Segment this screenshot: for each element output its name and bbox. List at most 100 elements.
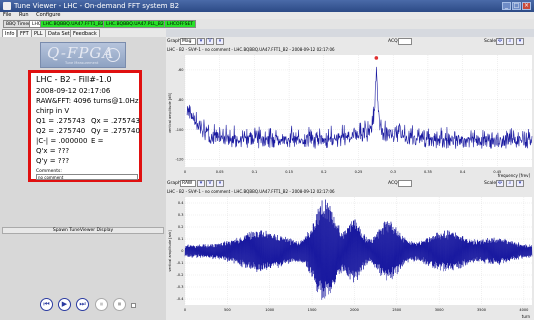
- qx-value: Qx = .275743: [91, 117, 140, 125]
- graph-top-zoom-fit-icon[interactable]: ✣: [496, 38, 504, 45]
- tune-peak-marker: [374, 56, 379, 60]
- skip-back-icon[interactable]: ⏮: [40, 298, 53, 311]
- tab-info[interactable]: Info: [2, 29, 18, 37]
- graph-top-scale-dropdown-icon[interactable]: ▾: [516, 38, 524, 45]
- graph-bottom-label: Graph:: [167, 181, 183, 186]
- fft-x-tick-label: 0.25: [355, 170, 363, 174]
- graph-bottom-dropdown-icon[interactable]: ▾: [197, 180, 205, 187]
- graph-top-pause-icon[interactable]: ⏸: [216, 38, 224, 45]
- graph-top-v-button[interactable]: V: [206, 38, 214, 45]
- fft-x-axis-label: frequency [frev]: [498, 173, 531, 178]
- pll-device-indicator: LHC.BQBBQ.UA47.PLL_B2: [103, 20, 167, 28]
- timestamp: 2008-09-12 02:17:06: [36, 87, 111, 95]
- menu-bar: File Run Configure: [0, 12, 534, 19]
- graph-bottom-acq-label: ACQ#: [388, 181, 402, 186]
- fft-x-tick-label: 0.05: [216, 170, 224, 174]
- play-icon[interactable]: ▶: [58, 298, 71, 311]
- graph-area: Graph: Mag ▾ V ⏸ ACQ# Scale ✣ ⌕ ▾ LHC - …: [166, 37, 534, 320]
- raw-x-tick-label: 3500: [477, 308, 486, 312]
- raw-x-axis-label: turn: [522, 314, 531, 319]
- raw-y-tick-label: 0: [181, 249, 183, 253]
- graph-top-zoom-icon[interactable]: ⌕: [506, 38, 514, 45]
- fft-x-tick-label: 0.15: [285, 170, 293, 174]
- fft-x-tick-label: 0.35: [424, 170, 432, 174]
- graph-top-type-select[interactable]: Mag: [180, 38, 196, 45]
- fft-x-tick-label: 0.4: [460, 170, 466, 174]
- fft-y-tick-label: -80: [178, 98, 184, 102]
- raw-x-tick-label: 1500: [308, 308, 317, 312]
- fft-y-axis-label: vertical amplitude [dB]: [168, 92, 172, 133]
- raw-y-tick-label: 0.4: [178, 201, 184, 205]
- graph-top-scale-label: Scale: [484, 39, 497, 44]
- raw-y-axis-label: vertical amplitude [arb]: [168, 230, 172, 272]
- tab-pll[interactable]: PLL: [31, 29, 46, 37]
- acquisition-info: RAW&FFT: 4096 turns@1.0Hz: [36, 97, 139, 105]
- raw-y-tick-label: 0.1: [178, 237, 184, 241]
- q1-value: Q1 = .275743: [36, 117, 86, 125]
- tab-bar: Info FFT PLL Data Sets Feedback: [0, 29, 166, 37]
- fft-series-line: [186, 66, 533, 149]
- graph-bottom-zoom-fit-icon[interactable]: ✣: [496, 180, 504, 187]
- graph-top-acq-spinner[interactable]: [398, 38, 412, 45]
- fft-y-tick-label: -120: [176, 158, 184, 162]
- fft-x-tick-label: 0.3: [390, 170, 396, 174]
- raw-y-tick-label: -0.2: [177, 273, 184, 277]
- graph-bottom-zoom-icon[interactable]: ⌕: [506, 180, 514, 187]
- app-icon: [3, 2, 11, 10]
- excitation-info: chirp in V: [36, 107, 70, 115]
- fft-device-indicator: LHC.BQBBQ.UA47.FFT1_B2: [40, 20, 107, 28]
- raw-x-tick-label: 2500: [392, 308, 401, 312]
- fft-x-tick-label: 0.45: [493, 170, 501, 174]
- skip-forward-icon[interactable]: ⏭: [76, 298, 89, 311]
- pause-icon[interactable]: ⏸: [95, 298, 108, 311]
- window-titlebar: Tune Viewer - LHC - On-demand FFT system…: [0, 0, 534, 12]
- minimize-button[interactable]: _: [502, 2, 511, 10]
- maximize-button[interactable]: □: [512, 2, 521, 10]
- graph-top-acq-label: ACQ#: [388, 39, 402, 44]
- tab-fft[interactable]: FFT: [17, 29, 32, 37]
- graph-bottom-scale-dropdown-icon[interactable]: ▾: [516, 180, 524, 187]
- coupling-value: |C-| = .000000: [36, 137, 88, 145]
- q2-value: Q2 = .275740: [36, 127, 86, 135]
- close-button[interactable]: ×: [522, 2, 531, 10]
- graph-top-label: Graph:: [167, 39, 183, 44]
- fft-x-tick-label: 0.2: [321, 170, 327, 174]
- fft-y-tick-label: -100: [176, 128, 184, 132]
- graph-bottom-pause-icon[interactable]: ⏸: [216, 180, 224, 187]
- menu-configure[interactable]: Configure: [36, 12, 61, 18]
- loop-checkbox[interactable]: [131, 303, 136, 308]
- graph-bottom-type-select[interactable]: RAW: [180, 180, 196, 187]
- window-title: Tune Viewer - LHC - On-demand FFT system…: [14, 2, 180, 10]
- graph-top-dropdown-icon[interactable]: ▾: [197, 38, 205, 45]
- qpy-value: Q'y = ???: [36, 157, 70, 165]
- fill-info: LHC - B2 - Fill#-1.0: [36, 75, 112, 84]
- tab-feedback[interactable]: Feedback: [70, 29, 100, 37]
- logo-subtitle: Tune Measurement: [65, 61, 99, 65]
- graph-bottom-acq-spinner[interactable]: [398, 180, 412, 187]
- raw-x-tick-label: 500: [224, 308, 231, 312]
- fft-spectrum-chart[interactable]: 0 0.05 0.1 0.15 0.2 0.25 0.3 0.35 0.4 0.45 -60 -80 -…: [166, 53, 534, 179]
- comments-field[interactable]: no comment: [36, 174, 138, 180]
- fft-x-tick-label: 0.1: [252, 170, 258, 174]
- spawn-display-button[interactable]: Spawn TuneViewer Display: [2, 227, 164, 234]
- fft-x-tick-label: 0: [184, 170, 186, 174]
- comments-label: Comments:: [36, 169, 62, 174]
- raw-x-tick-label: 3000: [435, 308, 444, 312]
- logo-text: Q-FPGA: [47, 44, 115, 62]
- graph-bottom-scale-label: Scale: [484, 181, 497, 186]
- graph-bottom-title: LHC - B2 - SV#-1 - no comment - LHC.BQBB…: [167, 189, 335, 194]
- raw-y-tick-label: 0.2: [178, 225, 184, 229]
- tune-info-box: LHC - B2 - Fill#-1.0 2008-09-12 02:17:06…: [28, 70, 142, 182]
- menu-run[interactable]: Run: [18, 12, 29, 18]
- offset-indicator: LHCOFFSET: [164, 20, 197, 28]
- menu-file[interactable]: File: [3, 12, 12, 18]
- graph-bottom-v-button[interactable]: V: [206, 180, 214, 187]
- raw-y-tick-label: 0.3: [178, 213, 184, 217]
- raw-x-tick-label: 4000: [519, 308, 528, 312]
- raw-y-tick-label: -0.4: [177, 297, 185, 301]
- e-value: E =: [91, 137, 104, 145]
- stop-icon[interactable]: ⏹: [113, 298, 126, 311]
- raw-signal-chart[interactable]: 0 500 1000 1500 2000 2500 3000 3500 4000 0.4 0.3 0.…: [166, 195, 534, 320]
- q-fpga-logo: Q-FPGA Tune Measurement: [40, 42, 126, 68]
- raw-y-tick-label: -0.3: [177, 285, 184, 289]
